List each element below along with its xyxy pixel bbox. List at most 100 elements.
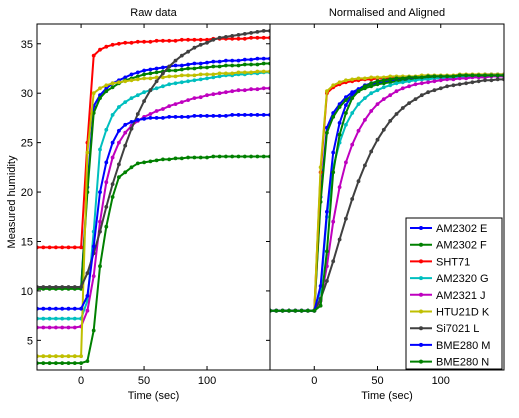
series-point-7 (224, 114, 228, 118)
series-point-1 (325, 130, 329, 135)
series-point-5 (242, 70, 247, 75)
series-point-1 (249, 62, 254, 67)
series-point-5 (318, 165, 323, 170)
series-point-8 (85, 359, 90, 363)
series-point-8 (98, 264, 102, 269)
series-point-6 (230, 34, 235, 38)
series-point-8 (344, 111, 348, 115)
series-point-8 (413, 75, 418, 80)
series-point-6 (388, 119, 393, 123)
series-point-4 (217, 91, 222, 96)
series-point-1 (91, 111, 96, 115)
legend-entry-label: AM2321 J (436, 290, 486, 302)
series-point-8 (363, 84, 367, 89)
series-point-5 (211, 72, 216, 77)
series-point-3 (47, 316, 52, 321)
series-point-6 (85, 271, 90, 275)
series-point-6 (242, 32, 247, 36)
series-point-8 (192, 155, 197, 160)
series-point-1 (331, 115, 336, 119)
series-point-8 (173, 156, 178, 161)
series-point-2 (142, 39, 147, 44)
series-point-5 (54, 354, 58, 359)
series-point-0 (123, 75, 128, 80)
y-tick-label: 10 (21, 286, 33, 298)
series-point-7 (173, 115, 178, 119)
series-point-3 (41, 316, 46, 321)
series-point-7 (98, 190, 102, 195)
series-point-2 (148, 39, 153, 44)
series-point-7 (325, 209, 329, 214)
legend-swatch-marker (419, 259, 423, 264)
series-point-8 (369, 81, 374, 86)
series-point-3 (369, 91, 374, 96)
series-point-8 (179, 156, 184, 161)
series-point-2 (60, 245, 65, 250)
series-point-1 (224, 63, 228, 68)
series-point-5 (142, 76, 147, 81)
series-point-6 (72, 285, 77, 289)
series-point-3 (117, 105, 121, 109)
series-point-6 (198, 42, 203, 47)
series-point-5 (85, 150, 90, 155)
series-point-8 (293, 308, 298, 313)
series-point-8 (129, 165, 134, 170)
series-point-2 (54, 245, 58, 250)
x-tick-label: 100 (432, 375, 450, 387)
series-point-7 (236, 113, 241, 117)
series-point-4 (432, 79, 437, 84)
series-point-3 (167, 82, 172, 87)
series-point-2 (91, 53, 96, 58)
series-point-7 (66, 306, 71, 311)
series-point-1 (261, 61, 266, 66)
series-point-2 (192, 37, 197, 42)
series-point-8 (123, 170, 128, 175)
series-point-7 (148, 116, 153, 120)
series-point-0 (154, 66, 159, 71)
series-point-4 (331, 219, 336, 224)
series-point-8 (142, 160, 147, 165)
series-point-2 (236, 36, 241, 41)
series-point-5 (205, 72, 209, 77)
series-point-8 (66, 361, 71, 365)
series-point-6 (249, 31, 254, 35)
legend-swatch-marker (419, 309, 423, 314)
series-point-6 (464, 81, 468, 86)
series-point-7 (167, 115, 172, 119)
series-point-7 (91, 244, 96, 249)
series-point-0 (224, 58, 228, 63)
legend-swatch-marker (419, 326, 423, 331)
series-point-2 (167, 38, 172, 43)
series-point-1 (135, 74, 140, 79)
series-point-1 (186, 66, 191, 71)
series-point-8 (148, 159, 153, 164)
series-point-5 (66, 354, 71, 359)
series-point-7 (129, 120, 134, 124)
series-point-8 (205, 155, 209, 160)
series-point-1 (255, 62, 260, 67)
series-point-7 (186, 115, 191, 119)
x-tick-label: 50 (371, 375, 383, 387)
series-point-6 (192, 45, 197, 50)
series-point-5 (79, 354, 83, 359)
series-point-4 (205, 93, 209, 98)
series-point-6 (495, 77, 500, 82)
series-point-6 (110, 182, 115, 187)
series-point-4 (91, 274, 96, 278)
series-point-8 (211, 154, 216, 159)
series-point-3 (217, 74, 222, 79)
series-point-3 (173, 81, 178, 86)
plot-area-border (269, 23, 505, 371)
series-point-4 (117, 140, 121, 145)
series-point-8 (356, 89, 361, 94)
series-point-5 (236, 70, 241, 75)
series-point-8 (394, 76, 399, 81)
series-point-2 (205, 37, 209, 42)
series-point-4 (344, 160, 348, 165)
series-point-6 (205, 40, 209, 45)
series-point-4 (407, 84, 411, 89)
series-point-7 (79, 306, 83, 311)
series-point-5 (161, 75, 165, 80)
series-point-4 (192, 96, 197, 100)
